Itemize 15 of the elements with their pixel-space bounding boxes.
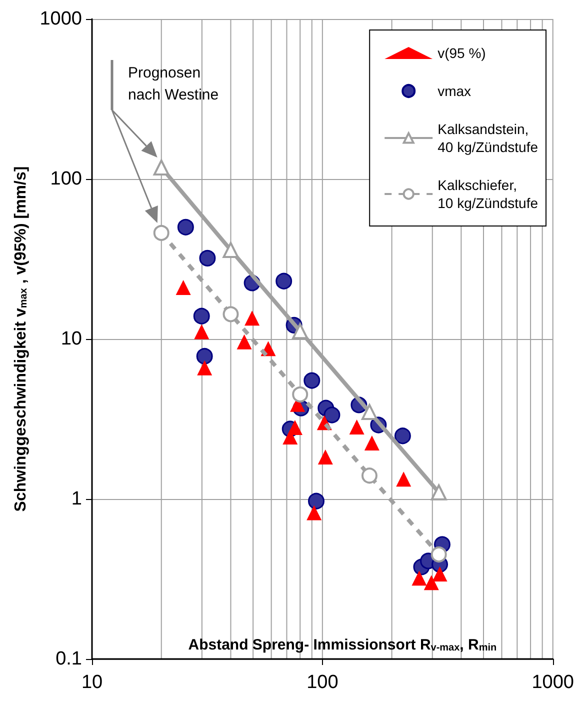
y-tick-label: 10	[60, 328, 82, 350]
annotation: Prognosen nach Westine	[128, 64, 219, 104]
y-axis-title: Schwinggeschwindigkeit vmax , v(95%) [mm/s]	[12, 166, 30, 512]
x-axis-title: Abstand Spreng- Immissionsort Rv-max, Rmin	[188, 636, 497, 654]
legend-label: v(95 %)	[438, 45, 486, 61]
legend-label: Kalksandstein, 40 kg/Zündstufe	[438, 121, 538, 155]
x-tick-label: 1000	[532, 672, 574, 693]
y-tick-label: 0.1	[56, 648, 82, 670]
y-tick-label: 1000	[40, 8, 82, 30]
legend-label: Kalkschiefer, 10 kg/Zündstufe	[438, 177, 538, 211]
x-tick-label: 10	[81, 672, 103, 693]
y-tick-label: 100	[50, 168, 82, 190]
y-tick-label: 1	[71, 488, 82, 510]
x-tick-label: 100	[306, 672, 338, 693]
legend-label: vmax	[438, 83, 472, 99]
